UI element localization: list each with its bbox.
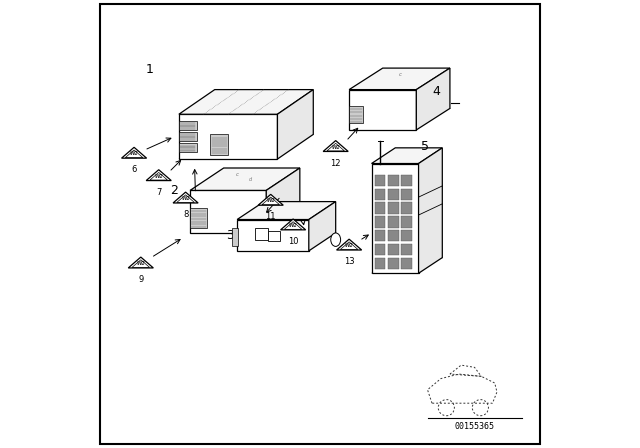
Text: W2: W2 xyxy=(181,196,190,201)
Polygon shape xyxy=(190,208,207,228)
Bar xyxy=(388,230,399,241)
Text: c: c xyxy=(399,72,402,78)
Polygon shape xyxy=(371,164,419,273)
Polygon shape xyxy=(417,68,450,130)
Bar xyxy=(401,202,412,214)
Bar xyxy=(388,258,399,269)
Text: W2: W2 xyxy=(266,198,275,203)
Text: W2: W2 xyxy=(136,261,145,266)
Polygon shape xyxy=(173,192,198,203)
Bar xyxy=(374,258,385,269)
Bar xyxy=(374,175,385,186)
Text: W2: W2 xyxy=(332,145,340,150)
Bar xyxy=(374,216,385,228)
Polygon shape xyxy=(237,202,336,220)
Text: 11: 11 xyxy=(266,212,276,221)
Text: 4: 4 xyxy=(433,85,440,99)
Polygon shape xyxy=(179,143,197,152)
Bar xyxy=(401,175,412,186)
Polygon shape xyxy=(266,168,300,233)
Text: 00155365: 00155365 xyxy=(454,422,495,431)
Text: 7: 7 xyxy=(156,188,161,197)
Text: 6: 6 xyxy=(131,165,137,174)
Bar xyxy=(374,230,385,241)
Bar xyxy=(401,216,412,228)
Polygon shape xyxy=(371,148,442,164)
Polygon shape xyxy=(122,147,147,158)
Bar xyxy=(388,216,399,228)
Text: c: c xyxy=(236,172,239,177)
Bar xyxy=(388,202,399,214)
Polygon shape xyxy=(146,170,172,181)
Bar xyxy=(388,175,399,186)
Text: 5: 5 xyxy=(421,140,429,154)
Bar xyxy=(401,189,412,200)
Text: 12: 12 xyxy=(330,159,341,168)
Text: d: d xyxy=(249,177,252,182)
Bar xyxy=(401,258,412,269)
Polygon shape xyxy=(237,220,309,251)
Polygon shape xyxy=(323,141,348,151)
Text: 8: 8 xyxy=(183,210,188,219)
Polygon shape xyxy=(128,257,154,268)
Polygon shape xyxy=(210,134,228,155)
Bar xyxy=(401,244,412,255)
Polygon shape xyxy=(349,68,450,90)
Polygon shape xyxy=(179,114,278,159)
Polygon shape xyxy=(190,190,266,233)
Bar xyxy=(388,189,399,200)
Bar xyxy=(374,244,385,255)
Text: 10: 10 xyxy=(288,237,298,246)
Text: 2: 2 xyxy=(170,184,179,197)
Polygon shape xyxy=(337,239,362,250)
Text: 3: 3 xyxy=(227,228,234,242)
Polygon shape xyxy=(278,90,314,159)
Bar xyxy=(401,230,412,241)
Text: 13: 13 xyxy=(344,257,355,266)
Polygon shape xyxy=(190,168,300,190)
Polygon shape xyxy=(349,106,363,123)
Polygon shape xyxy=(179,132,197,141)
Polygon shape xyxy=(269,231,280,241)
Text: W2: W2 xyxy=(154,174,163,179)
Polygon shape xyxy=(258,194,284,205)
Polygon shape xyxy=(419,148,442,273)
Text: 1: 1 xyxy=(146,63,154,76)
Polygon shape xyxy=(349,90,417,130)
Polygon shape xyxy=(179,90,314,114)
Text: W2: W2 xyxy=(345,243,353,248)
Bar xyxy=(374,189,385,200)
Ellipse shape xyxy=(331,233,340,246)
Bar xyxy=(388,244,399,255)
Polygon shape xyxy=(280,219,306,230)
Polygon shape xyxy=(255,228,269,240)
Bar xyxy=(374,202,385,214)
Text: W2: W2 xyxy=(289,223,298,228)
Polygon shape xyxy=(309,202,336,251)
Text: W2: W2 xyxy=(130,151,138,156)
Polygon shape xyxy=(232,228,239,246)
Polygon shape xyxy=(179,121,197,130)
Text: 9: 9 xyxy=(138,275,143,284)
